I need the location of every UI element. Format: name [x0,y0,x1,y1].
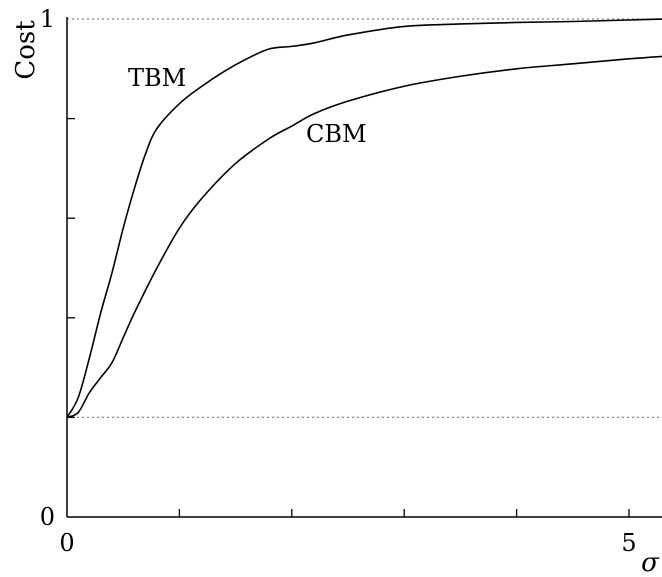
y-tick-label: 0 [40,503,55,531]
y-tick-label: 1 [40,5,55,33]
series-label-tbm: TBM [128,64,186,92]
x-tick-label: 0 [59,529,74,557]
series-label-cbm: CBM [306,120,367,148]
x-axis-title: σ [641,548,660,577]
series-line-cbm [66,55,662,419]
y-axis-title: Cost [11,20,41,80]
series-line-tbm [66,18,662,418]
x-tick-label: 5 [621,529,636,557]
